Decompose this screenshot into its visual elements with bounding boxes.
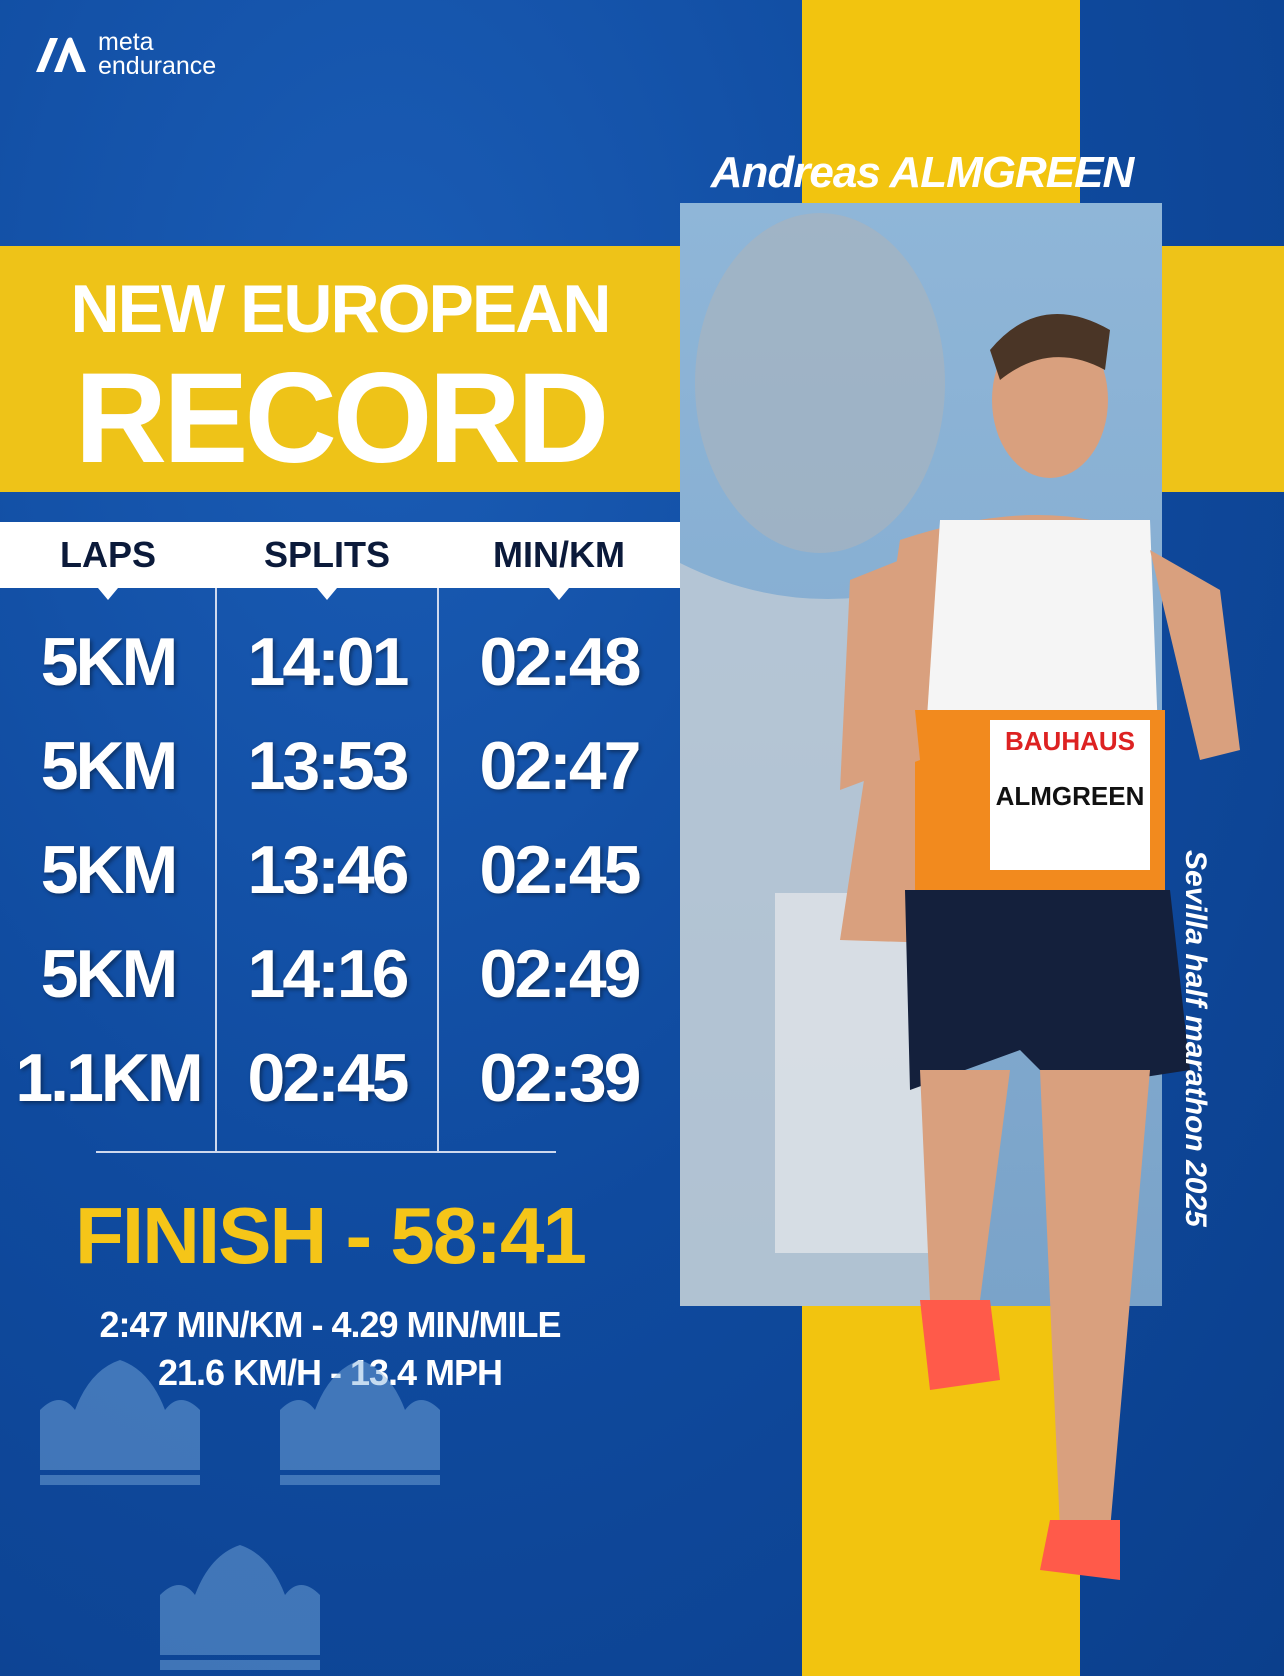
header-splits: SPLITS [216,522,438,600]
column-divider [215,588,217,1151]
pace-cell: 02:45 [479,832,642,908]
crown-icon [160,1545,320,1670]
meta-endurance-logo-icon [36,37,86,72]
pace-cell: 02:47 [479,728,642,804]
split-cell: 14:16 [247,936,410,1012]
table-row: 5KM 14:16 02:49 [0,922,680,1026]
table-row: 5KM 14:01 02:48 [0,610,680,714]
divider [96,1151,556,1153]
finish-time: FINISH - 58:41 [75,1191,587,1280]
crown-icon [40,1360,200,1485]
bib-name: ALMGREEN [996,781,1145,811]
lap-cell: 5KM [40,624,179,700]
split-cell: 14:01 [247,624,410,700]
lap-cell: 1.1KM [15,1040,203,1116]
lap-cell: 5KM [40,832,179,908]
lap-cell: 5KM [40,728,179,804]
table-row: 1.1KM 02:45 02:39 [0,1026,680,1130]
crown-icon [280,1360,440,1485]
table-row: 5KM 13:53 02:47 [0,714,680,818]
pace-summary-line1: 2:47 MIN/KM - 4.29 MIN/MILE [99,1304,561,1345]
split-cell: 13:46 [247,832,410,908]
lap-cell: 5KM [40,936,179,1012]
splits-table: 5KM 14:01 02:48 5KM 13:53 02:47 5KM 13:4… [0,610,680,1130]
split-cell: 02:45 [247,1040,410,1116]
brand-line2: endurance [98,52,217,80]
header-laps: LAPS [0,522,216,600]
table-row: 5KM 13:46 02:45 [0,818,680,922]
speed-summary-line2: 21.6 KM/H - 13.4 MPH [157,1352,503,1393]
split-cell: 13:53 [247,728,410,804]
header-min-km: MIN/KM [438,522,680,600]
pace-cell: 02:48 [479,624,642,700]
brand-line1: meta [98,28,154,56]
headline-line2: RECORD [74,347,610,490]
bib-sponsor: BAUHAUS [1005,726,1135,756]
athlete-name: Andreas ALMGREEN [710,148,1134,197]
runner-image: BAUHAUS ALMGREEN [840,314,1240,1580]
table-header: LAPS SPLITS MIN/KM [0,522,680,600]
pace-cell: 02:39 [479,1040,642,1116]
headline-line1: NEW EUROPEAN [70,271,612,347]
event-label: Sevilla half marathon 2025 [1179,850,1212,1227]
brand-logo: meta endurance [32,28,217,80]
column-divider [437,588,439,1151]
pace-cell: 02:49 [479,936,642,1012]
